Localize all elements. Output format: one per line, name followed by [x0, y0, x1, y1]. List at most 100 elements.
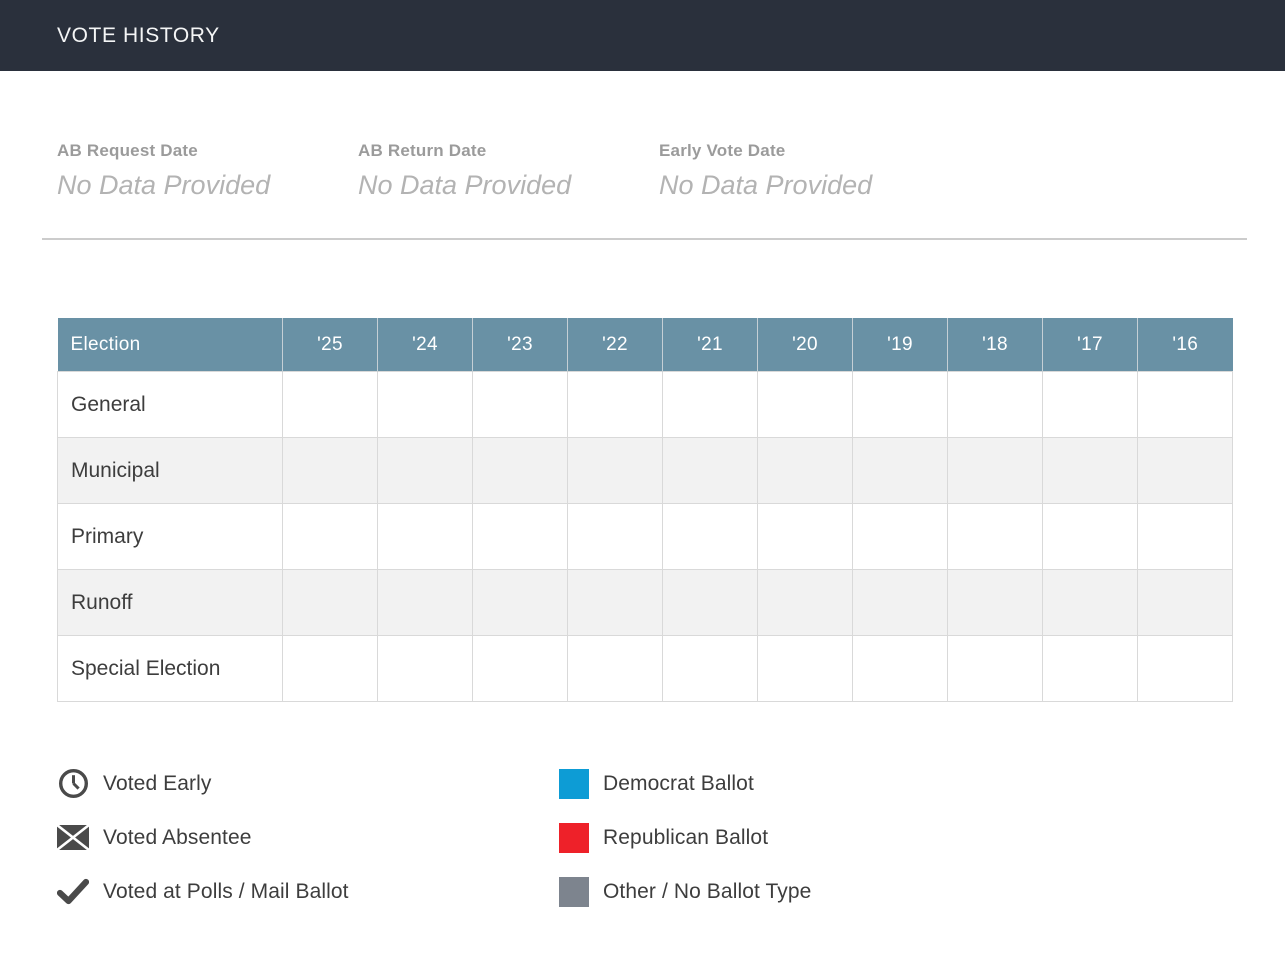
vote-cell — [662, 635, 758, 702]
table-row: Municipal — [57, 437, 1233, 504]
vote-cell — [757, 635, 853, 702]
column-header-year: '19 — [852, 318, 948, 372]
vote-cell — [757, 437, 853, 504]
panel-title: VOTE HISTORY — [57, 23, 220, 47]
column-header-year: '21 — [662, 318, 758, 372]
vote-cell — [1042, 569, 1138, 636]
vote-cell — [472, 503, 568, 570]
vote-cell — [377, 503, 473, 570]
vote-cell — [282, 503, 378, 570]
vote-cell — [947, 503, 1043, 570]
table-header-row: Election '25 '24 '23 '22 '21 '20 '19 '18… — [57, 318, 1233, 372]
vote-cell — [1042, 635, 1138, 702]
vote-cell — [472, 569, 568, 636]
vote-cell — [567, 503, 663, 570]
vote-cell — [282, 569, 378, 636]
vote-cell — [1137, 437, 1233, 504]
vote-cell — [567, 635, 663, 702]
field-label: Early Vote Date — [659, 141, 786, 160]
vote-cell — [757, 371, 853, 438]
legend-item-republican-ballot: Republican Ballot — [559, 822, 811, 853]
field-early-vote-date: Early Vote Date No Data Provided — [659, 141, 960, 201]
envelope-icon — [57, 822, 89, 853]
vote-cell — [947, 437, 1043, 504]
legend-icon-column: Voted Early Voted Absentee — [57, 768, 559, 907]
legend: Voted Early Voted Absentee — [57, 768, 1228, 907]
table-row: Runoff — [57, 569, 1233, 636]
field-value: No Data Provided — [659, 170, 873, 200]
vote-cell — [377, 635, 473, 702]
table-row: General — [57, 371, 1233, 438]
vote-cell — [852, 371, 948, 438]
vote-cell — [472, 371, 568, 438]
vote-cell — [662, 371, 758, 438]
vote-history-table: Election '25 '24 '23 '22 '21 '20 '19 '18… — [57, 318, 1233, 702]
vote-cell — [282, 437, 378, 504]
vote-cell — [662, 437, 758, 504]
legend-swatch-column: Democrat Ballot Republican Ballot Other … — [559, 768, 811, 907]
vote-cell — [662, 503, 758, 570]
democrat-swatch — [559, 768, 589, 799]
column-header-year: '25 — [282, 318, 378, 372]
legend-label: Republican Ballot — [603, 825, 769, 849]
column-header-year: '24 — [377, 318, 473, 372]
vote-cell — [377, 371, 473, 438]
legend-label: Voted Absentee — [103, 825, 252, 849]
row-label-special-election: Special Election — [57, 635, 283, 702]
vote-cell — [852, 569, 948, 636]
row-label-general: General — [57, 371, 283, 438]
field-label: AB Request Date — [57, 141, 198, 160]
column-header-year: '22 — [567, 318, 663, 372]
vote-cell — [757, 503, 853, 570]
legend-item-democrat-ballot: Democrat Ballot — [559, 768, 811, 799]
field-ab-return-date: AB Return Date No Data Provided — [358, 141, 659, 201]
vote-cell — [1137, 503, 1233, 570]
column-header-year: '16 — [1137, 318, 1233, 372]
vote-cell — [1137, 569, 1233, 636]
table-row: Primary — [57, 503, 1233, 570]
column-header-year: '23 — [472, 318, 568, 372]
field-value: No Data Provided — [358, 170, 572, 200]
legend-label: Voted Early — [103, 771, 212, 795]
vote-cell — [947, 371, 1043, 438]
vote-cell — [567, 437, 663, 504]
field-value: No Data Provided — [57, 170, 271, 200]
section-divider — [42, 238, 1247, 240]
other-ballot-swatch — [559, 876, 589, 907]
vote-cell — [377, 437, 473, 504]
vote-cell — [282, 371, 378, 438]
vote-cell — [567, 569, 663, 636]
legend-label: Voted at Polls / Mail Ballot — [103, 879, 349, 903]
vote-cell — [377, 569, 473, 636]
republican-swatch — [559, 822, 589, 853]
summary-fields: AB Request Date No Data Provided AB Retu… — [57, 141, 1228, 201]
column-header-year: '18 — [947, 318, 1043, 372]
panel-titlebar: VOTE HISTORY — [0, 0, 1285, 71]
vote-cell — [1042, 371, 1138, 438]
legend-item-voted-absentee: Voted Absentee — [57, 822, 559, 853]
vote-cell — [852, 635, 948, 702]
vote-cell — [852, 437, 948, 504]
column-header-year: '17 — [1042, 318, 1138, 372]
panel-content: AB Request Date No Data Provided AB Retu… — [0, 141, 1285, 907]
vote-cell — [757, 569, 853, 636]
vote-cell — [947, 569, 1043, 636]
vote-cell — [472, 437, 568, 504]
vote-cell — [1042, 503, 1138, 570]
field-label: AB Return Date — [358, 141, 487, 160]
field-ab-request-date: AB Request Date No Data Provided — [57, 141, 358, 201]
row-label-municipal: Municipal — [57, 437, 283, 504]
legend-item-other-ballot: Other / No Ballot Type — [559, 876, 811, 907]
checkmark-icon — [57, 876, 89, 907]
column-header-election: Election — [57, 318, 283, 372]
vote-cell — [662, 569, 758, 636]
column-header-year: '20 — [757, 318, 853, 372]
vote-cell — [947, 635, 1043, 702]
vote-cell — [1137, 371, 1233, 438]
legend-label: Democrat Ballot — [603, 771, 754, 795]
vote-cell — [567, 371, 663, 438]
table-row: Special Election — [57, 635, 1233, 702]
legend-item-voted-at-polls: Voted at Polls / Mail Ballot — [57, 876, 559, 907]
vote-cell — [282, 635, 378, 702]
